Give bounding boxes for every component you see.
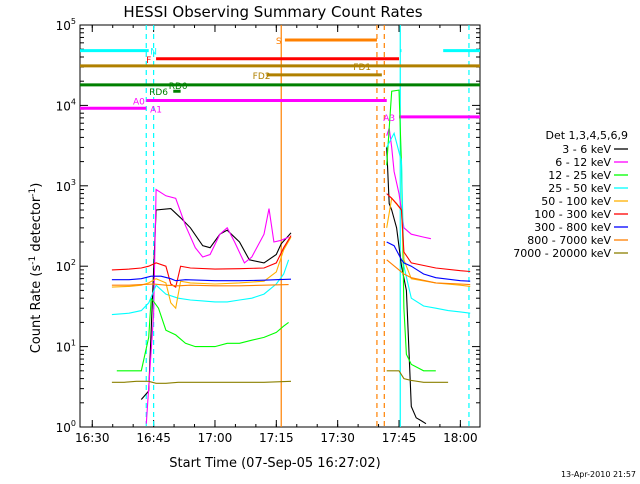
x-tick-label: 17:15 [259,431,294,445]
flag-label-n: N [150,48,157,58]
x-tick-label: 16:45 [136,431,171,445]
x-tick-label: 17:45 [382,431,417,445]
flag-label-a1: A1 [150,105,162,115]
legend-label: 6 - 12 keV [555,156,611,169]
legend-label: 25 - 50 keV [548,182,611,195]
y-tick-label: 103 [56,178,76,194]
flag-label-a3: A3 [383,114,395,124]
y-tick-label: 104 [56,97,76,113]
legend-label: 3 - 6 keV [562,143,611,156]
footer-timestamp: 13-Apr-2010 21:57 [561,470,636,479]
y-tick-label: 100 [56,419,76,435]
flag-label-rd6: RD6 [149,88,168,98]
flag-label-fd1: FD1 [353,63,371,73]
legend-label: 12 - 25 keV [548,169,611,182]
flag-label-a0: A0 [133,98,145,108]
y-tick-label: 105 [56,17,76,33]
flag-label-f: F [146,56,151,66]
y-axis-label-mid: detector [29,196,44,256]
series-line [111,193,471,288]
x-tick-label: 18:00 [443,431,478,445]
legend-label: 7000 - 20000 keV [513,247,611,260]
x-tick-label: 16:30 [75,431,110,445]
y-axis-label-sup2: -1 [28,188,38,197]
plot-frame [79,24,481,428]
legend-label: 100 - 300 keV [534,208,611,221]
flag-label-s: S [276,37,282,47]
y-axis-label-main: Count Rate (s [29,265,44,354]
y-axis-label: Count Rate (s-1 detector-1) [28,183,44,354]
series-line [145,128,432,424]
series-line [111,197,471,310]
series-line [111,241,471,282]
y-tick-label: 102 [56,258,76,274]
y-axis-label-end: ) [29,183,44,188]
x-axis-label: Start Time (07-Sep-05 16:27:02) [169,456,380,471]
flag-label-fd2: FD2 [253,72,271,82]
y-axis-label-sup1: -1 [28,256,38,265]
x-tick-label: 17:30 [320,431,355,445]
series-line [111,259,471,287]
series-line [116,89,436,372]
flag-label-rd0: RD0 [169,82,188,92]
chart-title: HESSI Observing Summary Count Rates [123,3,422,21]
legend-label: 50 - 100 keV [541,195,611,208]
y-tick-label: 101 [56,339,76,355]
series-line [111,370,449,384]
series-line [111,131,471,316]
plot-area: 16:30 16:45 17:00 17:15 17:30 17:45 18:00 100 10… [56,17,481,445]
legend-label: 300 - 800 keV [534,221,611,234]
x-tick-label: 17:00 [198,431,233,445]
legend-label: 800 - 7000 keV [527,234,611,247]
legend-title: Det 1,3,4,5,6,9 [545,129,628,142]
